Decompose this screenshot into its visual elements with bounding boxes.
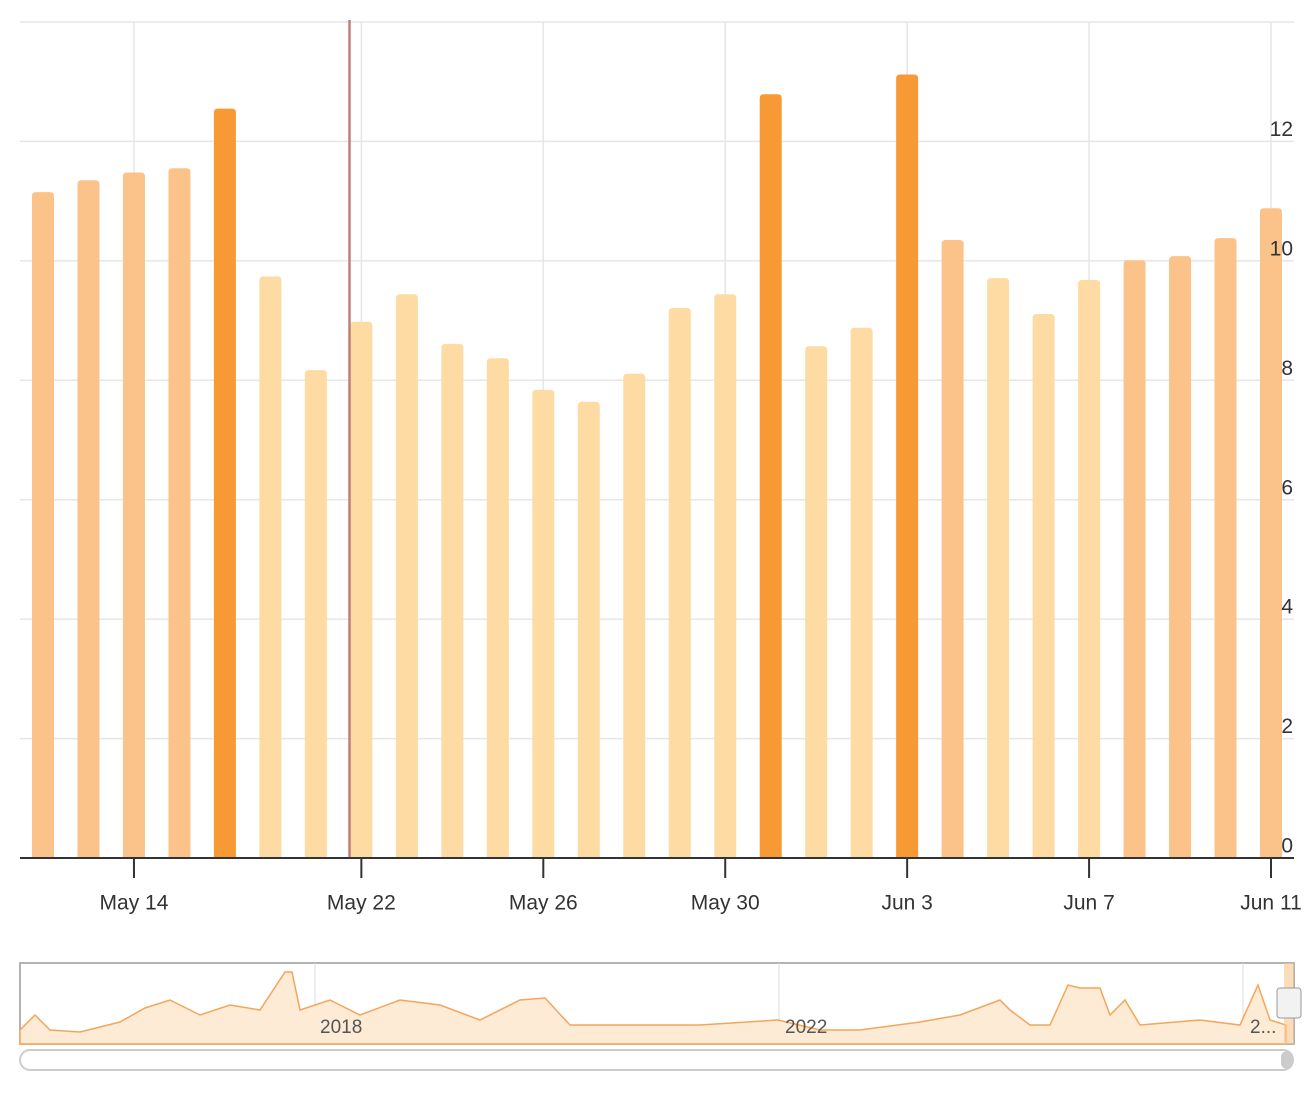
bar	[759, 94, 782, 859]
x-tick-label: May 22	[327, 892, 396, 915]
bar	[350, 321, 373, 858]
bar	[122, 172, 145, 859]
bar	[668, 308, 691, 858]
y-tick-label: 8	[1281, 357, 1293, 380]
bar	[714, 294, 737, 859]
bar	[395, 294, 418, 859]
bar	[1260, 208, 1282, 858]
bar	[304, 370, 327, 858]
y-tick-label: 10	[1270, 237, 1293, 260]
bar	[532, 389, 555, 858]
bar	[896, 74, 919, 858]
y-tick-label: 4	[1281, 596, 1293, 619]
bar	[941, 239, 964, 858]
bar	[441, 343, 464, 858]
x-tick-label: Jun 7	[1063, 892, 1114, 915]
y-tick-label: 2	[1281, 715, 1293, 738]
navigator-handle[interactable]	[1276, 987, 1302, 1019]
bar	[213, 108, 236, 859]
x-tick-label: Jun 3	[881, 892, 932, 915]
x-tick-label: May 14	[100, 892, 169, 915]
scrollbar-thumb[interactable]	[1281, 1051, 1293, 1069]
x-tick-label: May 30	[691, 892, 760, 915]
bar	[1123, 260, 1146, 858]
bar	[32, 192, 54, 858]
bar	[486, 358, 509, 858]
navigator-label: 2018	[320, 1017, 362, 1038]
y-tick-label: 12	[1270, 118, 1293, 141]
navigator[interactable]: 2018 2022 2...	[19, 962, 1302, 1071]
bar	[805, 346, 828, 858]
bar	[168, 168, 191, 859]
bar	[1032, 314, 1055, 858]
x-tick-label: Jun 11	[1240, 892, 1302, 915]
y-tick-label: 0	[1281, 835, 1293, 858]
x-tick-label: May 26	[509, 892, 578, 915]
y-tick-label: 6	[1281, 476, 1293, 499]
bar	[259, 276, 282, 859]
navigator-series	[19, 971, 1287, 1045]
navigator-label: 2...	[1250, 1017, 1276, 1038]
bar	[850, 327, 873, 858]
scrollbar[interactable]	[19, 1049, 1294, 1071]
navigator-label: 2022	[785, 1017, 827, 1038]
bar	[1078, 279, 1101, 859]
bar	[1169, 256, 1192, 859]
bar	[623, 373, 646, 858]
bar	[987, 278, 1010, 858]
bar	[577, 401, 600, 858]
bar	[77, 180, 100, 858]
bar	[1214, 238, 1237, 858]
